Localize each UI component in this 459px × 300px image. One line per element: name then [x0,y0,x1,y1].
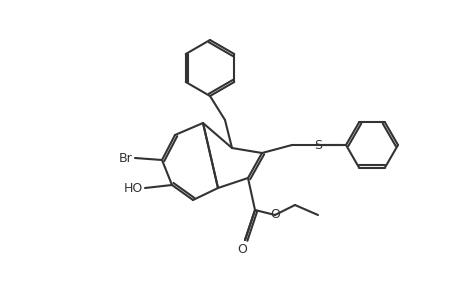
Text: Br: Br [119,152,133,164]
Text: S: S [313,139,321,152]
Text: HO: HO [123,182,143,194]
Text: O: O [236,243,246,256]
Text: O: O [269,208,280,221]
